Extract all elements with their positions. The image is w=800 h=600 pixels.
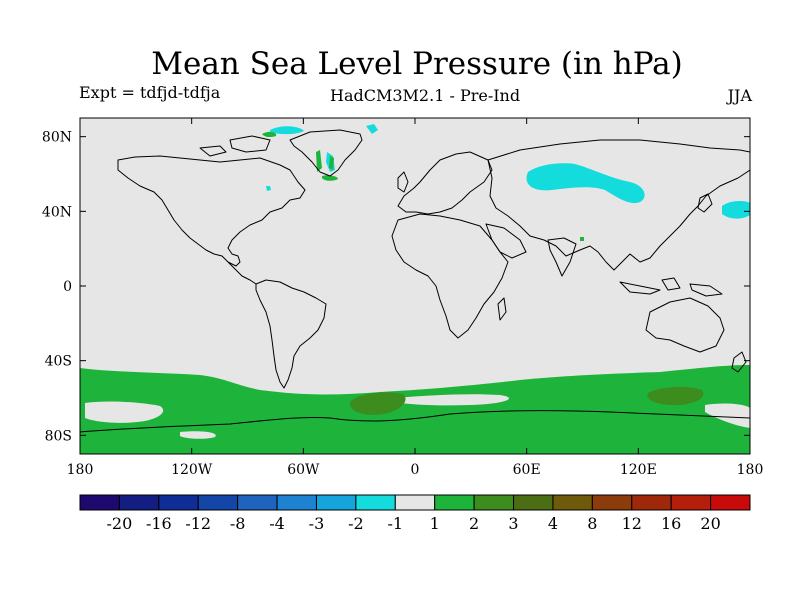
colorbar-label: 4: [548, 514, 558, 533]
europe-coast: [397, 151, 493, 215]
colorbar-swatch: [670, 494, 712, 511]
x-tick-label: 180: [737, 462, 764, 478]
antarctica-coast: [80, 410, 750, 433]
iceland-green-patch: [322, 175, 338, 181]
x-tick-label: 0: [411, 462, 420, 478]
colorbar-swatch: [434, 494, 475, 511]
southern-ocean-gap: [85, 401, 164, 423]
colorbar-swatch: [513, 494, 554, 511]
y-tick-label: 40N: [42, 204, 72, 220]
colorbar-label: 8: [587, 514, 597, 533]
southern-ocean-anomaly: [80, 365, 750, 454]
colorbar-label: 12: [622, 514, 642, 533]
colorbar-label: -12: [185, 514, 211, 533]
colorbar-label: -16: [146, 514, 172, 533]
nw-pacific-anomaly: [722, 201, 750, 219]
greenland-coast: [289, 129, 363, 177]
y-axis: 80N 40N 0 40S 80S: [42, 130, 750, 444]
colorbar-swatch: [473, 494, 515, 511]
colorbar-label: 20: [700, 514, 720, 533]
colorbar-label: -1: [387, 514, 403, 533]
colorbar: -20 -16 -12 -8 -4 -3 -2 -1 1 2 3 4 8 12 16 20: [79, 494, 751, 533]
arabia-coast: [485, 223, 527, 259]
new-zealand-coast: [731, 351, 747, 373]
colorbar-swatch: [158, 494, 199, 511]
africa-coast: [391, 213, 509, 339]
colorbar-swatch: [118, 494, 160, 511]
x-tick-label: 60W: [287, 462, 320, 478]
colorbar-swatch: [631, 494, 672, 511]
colorbar-swatch: [276, 494, 317, 511]
x-tick-label: 180: [67, 462, 94, 478]
greenland-green-patch-2: [329, 156, 334, 170]
colorbar-label: 3: [508, 514, 518, 533]
coastlines: [80, 129, 750, 433]
y-tick-label: 0: [63, 279, 72, 295]
south-indian-max: [647, 386, 704, 406]
small-cyan-patch: [266, 186, 271, 191]
japan-coast: [697, 193, 713, 213]
x-tick-label: 60E: [513, 462, 541, 478]
colorbar-label: -4: [269, 514, 285, 533]
southern-ocean-gap-2: [395, 394, 509, 406]
greenland-north-anomaly: [270, 126, 304, 135]
x-axis: 180 120W 60W 0 60E 120E 180: [67, 118, 764, 478]
y-tick-label: 80N: [42, 130, 72, 146]
model-label: HadCM3M2.1 - Pre-Ind: [330, 86, 521, 105]
colorbar-label: 1: [430, 514, 440, 533]
colorbar-label: -8: [230, 514, 246, 533]
map-plot-area: [80, 118, 750, 454]
experiment-label: Expt = tdfjd-tdfja: [79, 83, 221, 102]
colorbar-swatch: [315, 494, 357, 511]
x-tick-label: 120E: [620, 462, 657, 478]
colorbar-label: -3: [309, 514, 325, 533]
asia-green-dot: [580, 237, 584, 241]
uk-coast: [397, 171, 409, 193]
colorbar-swatch: [552, 494, 593, 511]
colorbar-label: -2: [348, 514, 364, 533]
australia-coast: [645, 297, 725, 353]
colorbar-label: 16: [661, 514, 681, 533]
south-america-coast: [255, 279, 327, 389]
chart-title: Mean Sea Level Pressure (in hPa): [151, 46, 683, 82]
colorbar-swatch: [355, 494, 396, 511]
greenland-green-patch: [316, 150, 322, 172]
y-tick-label: 40S: [45, 354, 72, 370]
asia-coast: [487, 139, 750, 271]
southern-ocean-gap-3: [180, 431, 216, 439]
south-atlantic-max: [349, 392, 406, 415]
x-tick-label: 120W: [171, 462, 213, 478]
arctic-island-anomaly: [366, 124, 378, 134]
colorbar-swatch: [79, 494, 120, 511]
colorbar-swatch: [591, 494, 633, 511]
colorbar-swatch: [237, 494, 278, 511]
y-tick-label: 80S: [45, 428, 72, 444]
central-america-coast: [227, 261, 257, 285]
southern-ocean-gap-4: [705, 403, 750, 428]
madagascar-coast: [497, 297, 507, 321]
season-label: JJA: [727, 86, 752, 105]
indonesia-coast: [619, 277, 723, 297]
colorbar-swatch: [197, 494, 239, 511]
colorbar-swatch: [710, 494, 751, 511]
arctic-archipelago: [199, 135, 271, 157]
colorbar-label: -20: [107, 514, 133, 533]
colorbar-swatch: [394, 494, 436, 511]
north-america-coast: [117, 155, 306, 267]
siberia-anomaly: [526, 163, 645, 204]
arctic-green-patch: [262, 131, 277, 138]
india-coast: [547, 237, 577, 277]
colorbar-label: 2: [469, 514, 479, 533]
